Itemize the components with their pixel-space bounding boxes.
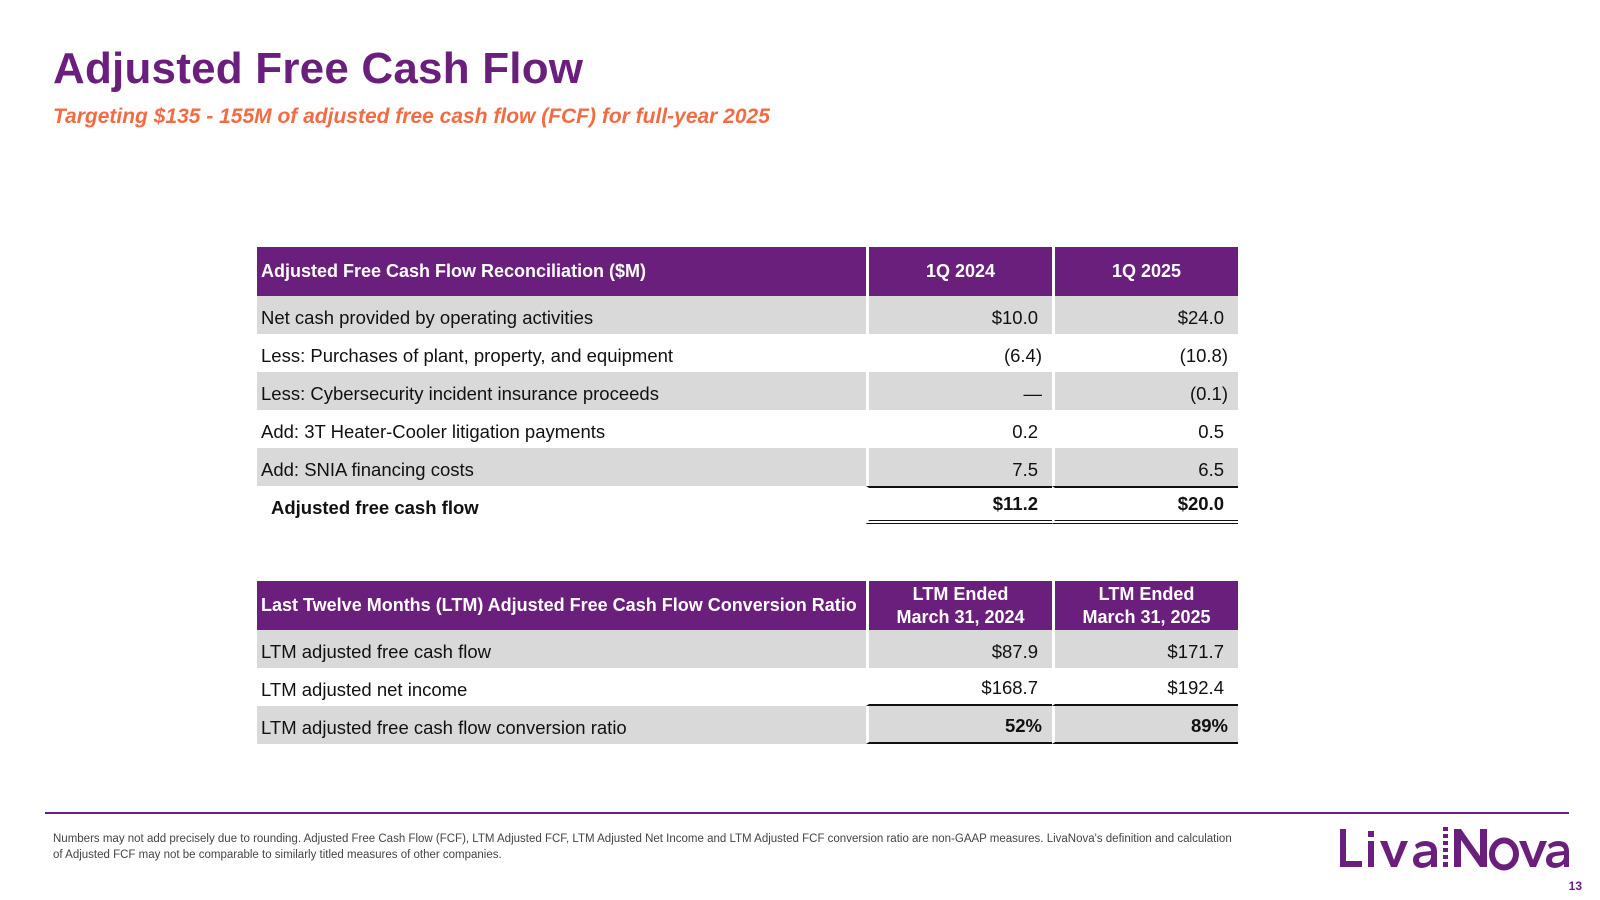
column-header-1q-2025: 1Q 2025 bbox=[1052, 247, 1238, 296]
row-label: Less: Cybersecurity incident insurance p… bbox=[257, 372, 866, 410]
row-label: LTM adjusted net income bbox=[261, 679, 468, 700]
column-header-1q-2024: 1Q 2024 bbox=[866, 247, 1052, 296]
value-1q-2024: — bbox=[866, 372, 1052, 410]
value-1q-2025: (0.1) bbox=[1052, 372, 1238, 410]
value-1q-2024: 7.5 bbox=[866, 448, 1052, 486]
table-row: Add: 3T Heater-Cooler litigation payment… bbox=[257, 410, 1238, 448]
column-header-label: Adjusted Free Cash Flow Reconciliation (… bbox=[257, 247, 866, 296]
value-ltm-2025: 89% bbox=[1052, 706, 1238, 744]
row-label: LTM adjusted free cash flow bbox=[257, 630, 866, 668]
row-label: Net cash provided by operating activitie… bbox=[257, 296, 866, 334]
value-1q-2025: $24.0 bbox=[1052, 296, 1238, 334]
value-1q-2024: (6.4) bbox=[866, 334, 1052, 372]
table-row: LTM adjusted free cash flow conversion r… bbox=[257, 706, 1238, 744]
column-header-label: Last Twelve Months (LTM) Adjusted Free C… bbox=[257, 581, 866, 630]
value-ltm-2025: $192.4 bbox=[1052, 668, 1238, 706]
value-1q-2024: $10.0 bbox=[866, 296, 1052, 334]
table-header-row: Adjusted Free Cash Flow Reconciliation (… bbox=[257, 247, 1238, 296]
value-ltm-2024: $87.9 bbox=[866, 630, 1052, 668]
header-line: LTM Ended bbox=[1098, 583, 1195, 604]
row-label: Less: Purchases of plant, property, and … bbox=[261, 345, 674, 366]
column-header-ltm-2025: LTM Ended March 31, 2025 bbox=[1052, 581, 1238, 630]
value-1q-2025: 6.5 bbox=[1052, 448, 1238, 486]
value-1q-2025: 0.5 bbox=[1052, 410, 1238, 448]
table-row: Less: Purchases of plant, property, and … bbox=[257, 334, 1238, 372]
table-row: Net cash provided by operating activitie… bbox=[257, 296, 1238, 334]
header-line: March 31, 2025 bbox=[1082, 606, 1211, 627]
row-label: LTM adjusted free cash flow conversion r… bbox=[257, 706, 866, 744]
value-ltm-2024: 52% bbox=[866, 706, 1052, 744]
table-row: Less: Cybersecurity incident insurance p… bbox=[257, 372, 1238, 410]
page-title: Adjusted Free Cash Flow bbox=[53, 44, 584, 93]
value-1q-2024: 0.2 bbox=[866, 410, 1052, 448]
total-label: Adjusted free cash flow bbox=[271, 497, 479, 518]
value-ltm-2024: $168.7 bbox=[866, 668, 1052, 706]
table-row: LTM adjusted net income $168.7 $192.4 bbox=[257, 668, 1238, 706]
page-subtitle: Targeting $135 - 155M of adjusted free c… bbox=[53, 105, 770, 128]
footnote: Numbers may not add precisely due to rou… bbox=[53, 833, 1232, 861]
ltm-conversion-table: Last Twelve Months (LTM) Adjusted Free C… bbox=[257, 581, 1238, 744]
total-row: Adjusted free cash flow $11.2 $20.0 bbox=[257, 486, 1238, 524]
total-value-1q-2024: $11.2 bbox=[866, 486, 1052, 524]
row-label: Add: 3T Heater-Cooler litigation payment… bbox=[261, 421, 606, 442]
table-header-row: Last Twelve Months (LTM) Adjusted Free C… bbox=[257, 581, 1238, 630]
total-value-1q-2025: $20.0 bbox=[1052, 486, 1238, 524]
page-number: 13 bbox=[1568, 879, 1582, 893]
header-line: LTM Ended bbox=[912, 583, 1009, 604]
footer-divider bbox=[45, 812, 1569, 814]
value-1q-2025: (10.8) bbox=[1052, 334, 1238, 372]
header-line: March 31, 2024 bbox=[896, 606, 1025, 627]
table-row: Add: SNIA financing costs 7.5 6.5 bbox=[257, 448, 1238, 486]
fcf-reconciliation-table: Adjusted Free Cash Flow Reconciliation (… bbox=[257, 247, 1238, 524]
livanova-logo bbox=[1340, 827, 1569, 871]
table-row: LTM adjusted free cash flow $87.9 $171.7 bbox=[257, 630, 1238, 668]
value-ltm-2025: $171.7 bbox=[1052, 630, 1238, 668]
row-label: Add: SNIA financing costs bbox=[257, 448, 866, 486]
column-header-ltm-2024: LTM Ended March 31, 2024 bbox=[866, 581, 1052, 630]
